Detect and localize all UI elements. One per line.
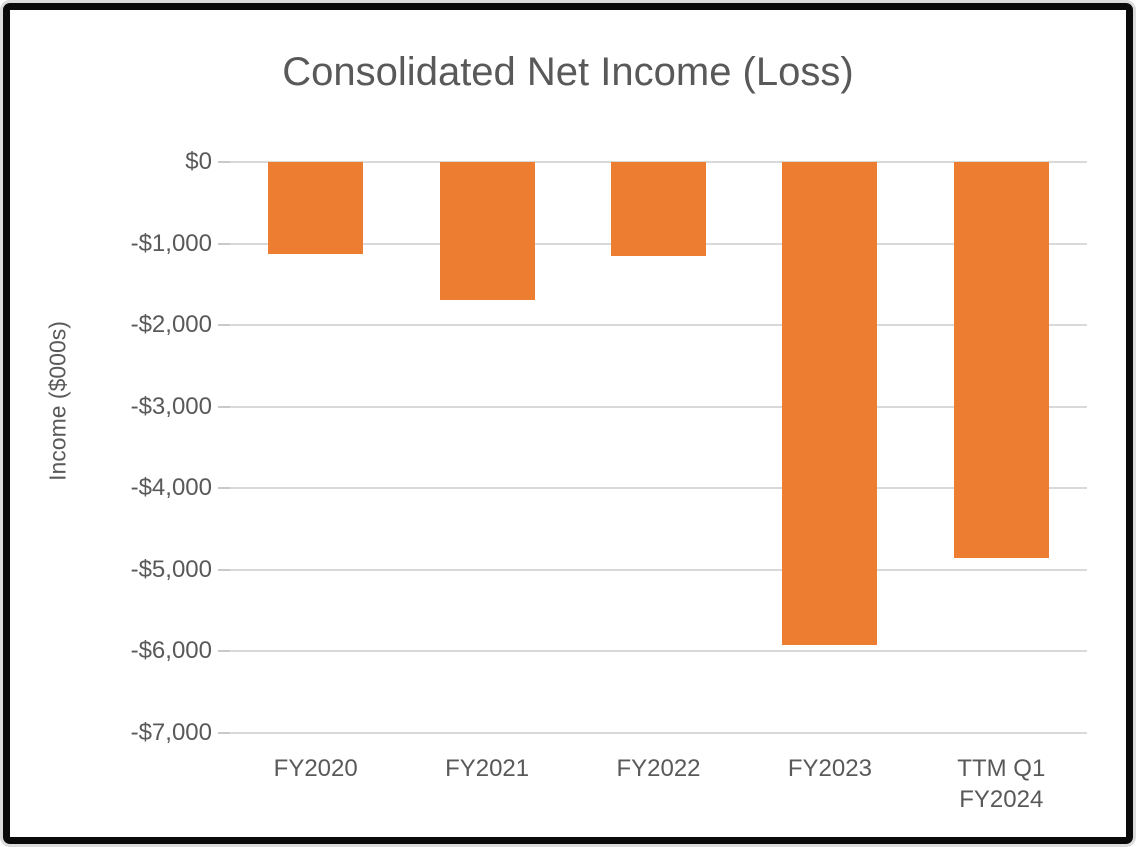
gridline bbox=[230, 405, 1087, 408]
plot-area: $0 -$1,000 -$2,000 -$3,000 -$4,000 -$5,000 -$6… bbox=[10, 10, 1126, 837]
bar-fy2020 bbox=[268, 162, 364, 255]
y-tick-label: $0 bbox=[185, 148, 212, 175]
gridline bbox=[230, 568, 1087, 571]
y-tick-label: -$2,000 bbox=[130, 311, 212, 338]
x-axis-label: FY2021 bbox=[445, 754, 530, 782]
y-axis-tick bbox=[218, 650, 230, 652]
bar-fy2022 bbox=[611, 162, 706, 256]
y-axis-tick bbox=[218, 324, 230, 326]
y-axis-tick bbox=[218, 161, 230, 163]
y-tick-label: -$4,000 bbox=[130, 474, 212, 501]
y-axis-tick bbox=[218, 242, 230, 245]
x-axis-label: FY2023 bbox=[787, 754, 872, 782]
y-tick-label: -$7,000 bbox=[130, 718, 212, 746]
gridline bbox=[230, 487, 1087, 489]
y-axis-tick bbox=[218, 405, 230, 408]
y-tick-label: -$1,000 bbox=[130, 229, 212, 257]
bar-fy2021 bbox=[439, 162, 535, 300]
bar-ttm-q1-fy2024 bbox=[953, 162, 1049, 559]
y-tick-label: -$3,000 bbox=[130, 392, 212, 420]
y-axis-tick bbox=[218, 487, 230, 489]
y-tick-label: -$5,000 bbox=[130, 555, 212, 583]
gridline bbox=[230, 324, 1087, 326]
y-axis-tick bbox=[218, 568, 230, 571]
chart-container: Consolidated Net Income (Loss) Income ($… bbox=[3, 3, 1133, 844]
x-axis-label: FY2020 bbox=[273, 754, 358, 782]
y-axis-tick bbox=[218, 731, 230, 734]
gridline bbox=[230, 731, 1087, 734]
x-axis-label: FY2022 bbox=[616, 754, 701, 782]
y-tick-label: -$6,000 bbox=[130, 637, 212, 664]
bar-fy2023 bbox=[782, 162, 878, 646]
x-axis-label: TTM Q1 FY2024 bbox=[957, 754, 1046, 813]
chart-title: Consolidated Net Income (Loss) bbox=[282, 50, 854, 94]
gridline bbox=[230, 650, 1087, 652]
